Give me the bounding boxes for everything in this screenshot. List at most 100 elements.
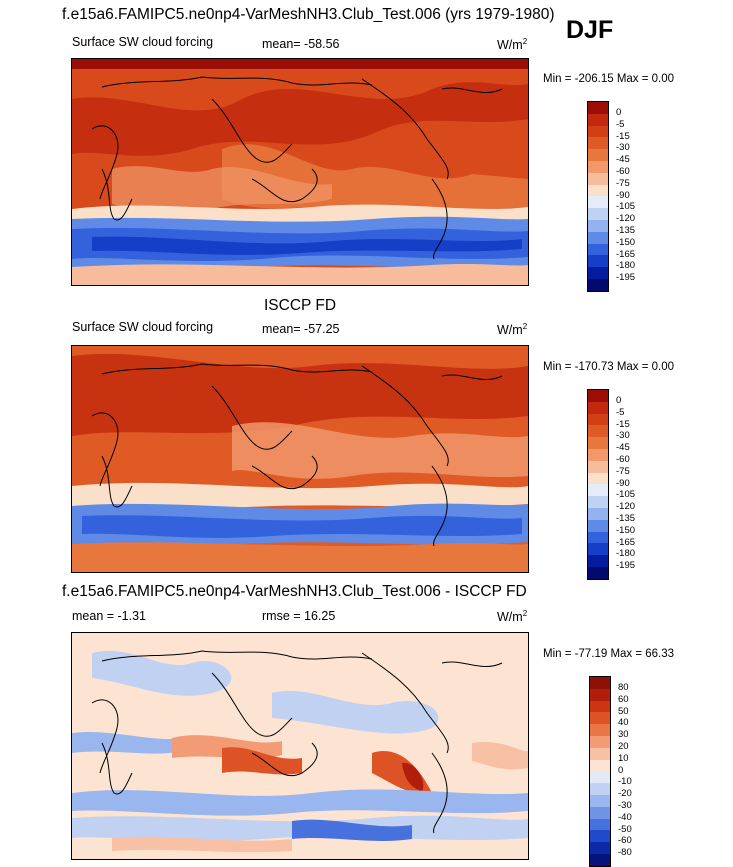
panel3-mean-label: mean = -1.31	[72, 609, 147, 623]
panel3-minmax: Min = -77.19 Max = 66.33	[543, 648, 675, 660]
colorbar-swatch	[590, 712, 610, 725]
colorbar-tick-label: -120	[616, 501, 636, 513]
colorbar-swatch	[588, 125, 608, 138]
colorbar-swatch	[590, 724, 610, 736]
colorbar-tick-label: -165	[616, 248, 636, 260]
colorbar-tick-label: -50	[618, 823, 632, 835]
colorbar-swatch	[588, 149, 608, 161]
colorbar-tick-label: -60	[616, 453, 630, 465]
panel1-variable-label: Surface SW cloud forcing	[72, 35, 214, 49]
colorbar-swatch	[590, 783, 610, 795]
colorbar-tick-label: 40	[618, 717, 629, 729]
colorbar-swatch	[588, 160, 608, 173]
colorbar-swatch	[588, 196, 608, 209]
colorbar-tick-label: -105	[616, 201, 636, 213]
figure-title: f.e15a6.FAMIPC5.ne0np4-VarMeshNH3.Club_T…	[62, 6, 555, 23]
colorbar-swatch	[588, 507, 608, 520]
colorbar-swatch	[588, 401, 608, 414]
colorbar-tick-label: 30	[618, 729, 629, 741]
colorbar-tick-label: -165	[616, 536, 636, 548]
colorbar-swatch	[588, 484, 608, 497]
colorbar-tick-label: 20	[618, 740, 629, 752]
colorbar-tick-label: -180	[616, 260, 636, 272]
colorbar-swatch	[588, 267, 608, 279]
colorbar-tick-label: -150	[616, 524, 636, 536]
colorbar-tick-label: 80	[618, 682, 629, 693]
panel3-units: W/m2	[497, 609, 528, 625]
colorbar-swatch	[588, 413, 608, 426]
panel1-units: W/m2	[497, 37, 528, 53]
colorbar-swatch	[588, 543, 608, 556]
colorbar-swatch	[588, 390, 608, 402]
colorbar-tick-label: -195	[616, 272, 636, 284]
colorbar-tick-label: -60	[618, 835, 632, 847]
panel2-units: W/m2	[497, 322, 528, 338]
colorbar-swatch	[588, 243, 608, 256]
colorbar-tick-label: -40	[618, 811, 632, 823]
panel1-mean-label: mean= -58.56	[262, 37, 340, 51]
colorbar-tick-label: 10	[618, 752, 629, 764]
panel3-heading: f.e15a6.FAMIPC5.ne0np4-VarMeshNH3.Club_T…	[62, 583, 527, 600]
colorbar-swatch	[588, 448, 608, 461]
colorbar-tick-label: -10	[618, 776, 632, 788]
panel2-minmax: Min = -170.73 Max = 0.00	[543, 361, 675, 373]
colorbar-swatch	[590, 842, 610, 854]
colorbar-swatch	[588, 172, 608, 185]
panel2-colorbar-labels: 0 -5 -15 -30 -45 -60 -75 -90 -105 -120 -135 -150 -16…	[616, 395, 635, 572]
colorbar-swatch	[590, 747, 610, 760]
panel1-colorbar	[587, 101, 609, 292]
panel3-rmse-label: rmse = 16.25	[262, 609, 336, 623]
colorbar-swatch	[588, 102, 608, 114]
panel3-colorbar	[589, 676, 611, 867]
season-label: DJF	[566, 16, 614, 44]
colorbar-tick-label: 0	[616, 107, 622, 118]
colorbar-swatch	[588, 184, 608, 197]
colorbar-tick-label: 0	[616, 395, 622, 406]
colorbar-tick-label: -120	[616, 213, 636, 225]
panel2-map	[71, 345, 529, 573]
colorbar-swatch	[588, 219, 608, 232]
panel2-mean-label: mean= -57.25	[262, 322, 340, 336]
panel2-heading: ISCCP FD	[264, 297, 337, 314]
colorbar-tick-label: -105	[616, 489, 636, 501]
colorbar-tick-label: -75	[616, 177, 630, 189]
colorbar-swatch	[588, 137, 608, 150]
panel3-map	[71, 632, 529, 860]
panel2-colorbar	[587, 389, 609, 580]
panel1-colorbar-labels: 0 -5 -15 -30 -45 -60 -75 -90 -105 -120 -135 -150 -16…	[616, 107, 635, 284]
panel3-colorbar-labels: 80 60 50 40 30 20 10 0 -10 -20 -30 -40 -50 -60 -80	[618, 682, 632, 859]
colorbar-swatch	[590, 688, 610, 701]
colorbar-swatch	[590, 735, 610, 748]
colorbar-swatch	[588, 555, 608, 567]
colorbar-tick-label: -5	[616, 118, 625, 130]
colorbar-swatch	[588, 472, 608, 485]
colorbar-tick-label: -90	[616, 189, 630, 201]
colorbar-swatch	[588, 437, 608, 449]
colorbar-swatch	[590, 794, 610, 807]
colorbar-swatch	[590, 677, 610, 689]
colorbar-tick-label: -135	[616, 224, 636, 236]
colorbar-tick-label: -45	[616, 154, 630, 166]
panel2-variable-label: Surface SW cloud forcing	[72, 320, 214, 334]
colorbar-tick-label: -80	[618, 847, 632, 859]
colorbar-swatch	[588, 425, 608, 438]
colorbar-swatch	[588, 208, 608, 220]
colorbar-swatch	[588, 278, 608, 291]
colorbar-swatch	[590, 853, 610, 866]
colorbar-tick-label: -180	[616, 548, 636, 560]
colorbar-tick-label: -135	[616, 512, 636, 524]
panel1-map	[71, 58, 529, 286]
colorbar-tick-label: -150	[616, 236, 636, 248]
colorbar-swatch	[588, 519, 608, 532]
colorbar-tick-label: -30	[616, 142, 630, 154]
colorbar-swatch	[588, 566, 608, 579]
colorbar-swatch	[590, 759, 610, 772]
colorbar-tick-label: -15	[616, 418, 630, 430]
colorbar-tick-label: -30	[618, 799, 632, 811]
colorbar-swatch	[590, 771, 610, 784]
colorbar-swatch	[588, 460, 608, 473]
colorbar-tick-label: -15	[616, 130, 630, 142]
colorbar-swatch	[588, 531, 608, 544]
colorbar-swatch	[590, 818, 610, 831]
colorbar-swatch	[590, 830, 610, 843]
